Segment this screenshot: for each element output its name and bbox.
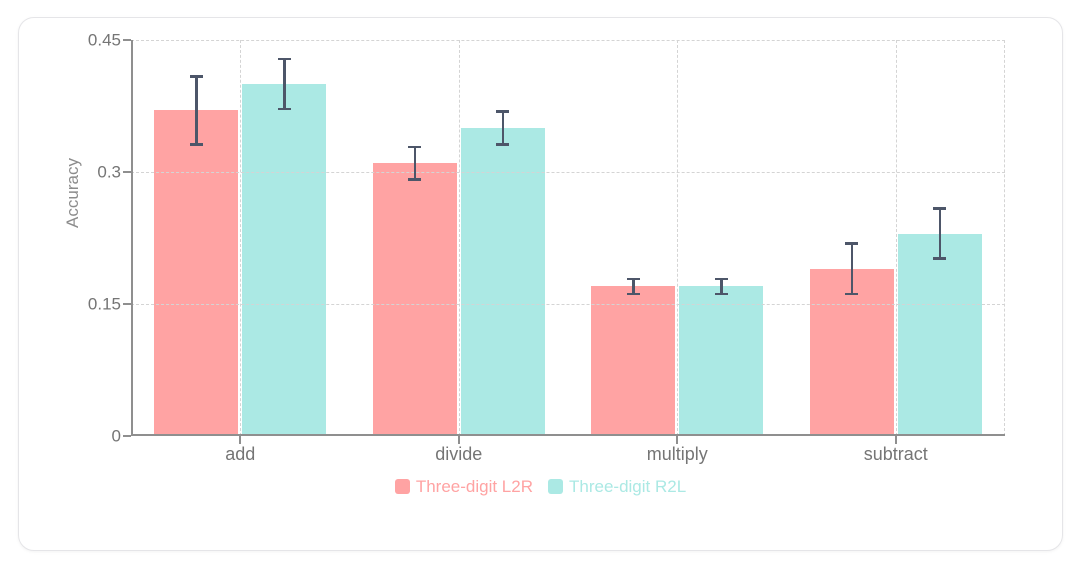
chart-card: Accuracy 0 0.15 0.3 0.45 add divide multiply su…	[18, 17, 1063, 551]
error-bar-line	[283, 57, 286, 111]
error-bar-cap-bottom	[933, 257, 947, 260]
x-axis-tick	[676, 436, 679, 444]
error-bar-cap-bottom	[626, 292, 640, 296]
plot-area: Accuracy 0 0.15 0.3 0.45 add divide multiply su…	[63, 32, 1005, 463]
legend-swatch	[548, 479, 563, 494]
y-tick-label: 0.3	[97, 162, 121, 182]
bar-multiply-l2r[interactable]	[591, 286, 676, 436]
legend-label: Three-digit R2L	[569, 477, 687, 496]
bar-add-l2r[interactable]	[154, 110, 239, 436]
gridline-horizontal	[131, 172, 1005, 173]
y-axis-line	[131, 40, 133, 436]
bar-multiply-r2l[interactable]	[679, 286, 764, 436]
gridline-vertical	[677, 40, 679, 436]
y-axis-tick	[123, 39, 131, 41]
x-axis-tick	[894, 436, 897, 444]
error-bar-subtract-l2r	[845, 242, 859, 296]
bar-divide-r2l[interactable]	[460, 128, 545, 436]
y-axis-tick	[123, 435, 131, 437]
error-bar-line	[413, 145, 416, 181]
error-bar-cap-bottom	[845, 292, 859, 296]
legend-label: Three-digit L2R	[415, 477, 533, 496]
x-tick-label-add: add	[225, 444, 256, 464]
error-bar-line	[720, 277, 723, 296]
error-bar-multiply-r2l	[714, 277, 728, 296]
y-tick-label: 0	[111, 426, 121, 446]
x-tick-label-subtract: subtract	[863, 444, 928, 464]
bar-add-r2l[interactable]	[242, 84, 327, 436]
x-axis-tick	[457, 436, 460, 444]
x-tick-label-multiply: multiply	[646, 444, 708, 464]
error-bar-line	[632, 277, 635, 296]
error-bar-cap-top	[408, 145, 422, 149]
error-bar-cap-top	[496, 110, 510, 113]
error-bar-line	[850, 242, 853, 296]
legend: Three-digit L2R Three-digit R2L	[19, 478, 1062, 495]
error-bar-subtract-r2l	[933, 207, 947, 260]
gridline-vertical	[240, 40, 242, 436]
error-bar-cap-top	[189, 75, 203, 78]
error-bar-cap-top	[933, 207, 947, 210]
error-bar-cap-bottom	[714, 292, 728, 296]
error-bar-cap-bottom	[496, 143, 510, 146]
gridline-vertical	[895, 40, 897, 436]
gridline-horizontal	[131, 40, 1005, 41]
y-tick-label: 0.45	[87, 30, 121, 50]
error-bar-cap-bottom	[277, 107, 291, 111]
error-bar-cap-top	[845, 242, 859, 245]
gridline-vertical-right-edge	[1004, 40, 1005, 436]
error-bar-divide-r2l	[496, 110, 510, 146]
legend-swatch	[394, 479, 410, 494]
error-bar-line	[501, 110, 504, 146]
legend-item-three-digit-l2r[interactable]: Three-digit L2R	[394, 477, 533, 496]
error-bar-cap-top	[277, 57, 291, 61]
y-axis-tick	[123, 303, 131, 305]
error-bar-line	[195, 75, 198, 146]
x-tick-label-divide: divide	[435, 444, 483, 464]
error-bar-add-r2l	[277, 57, 291, 111]
x-axis-tick	[239, 436, 242, 444]
error-bar-multiply-l2r	[626, 277, 640, 296]
x-axis-line	[131, 434, 1005, 436]
error-bar-cap-bottom	[189, 143, 203, 146]
gridline-horizontal	[131, 304, 1005, 305]
error-bar-divide-l2r	[408, 145, 422, 181]
y-axis-tick	[123, 171, 131, 173]
bar-subtract-r2l[interactable]	[897, 233, 982, 436]
error-bar-cap-top	[626, 277, 640, 281]
error-bar-add-l2r	[189, 75, 203, 146]
error-bar-line	[938, 207, 941, 260]
y-tick-label: 0.15	[87, 294, 121, 314]
bar-subtract-l2r[interactable]	[809, 268, 894, 436]
legend-item-three-digit-r2l[interactable]: Three-digit R2L	[548, 478, 686, 495]
error-bar-cap-bottom	[408, 178, 422, 181]
error-bar-cap-top	[714, 277, 728, 281]
bar-divide-l2r[interactable]	[372, 163, 457, 436]
gridline-vertical	[458, 40, 460, 436]
